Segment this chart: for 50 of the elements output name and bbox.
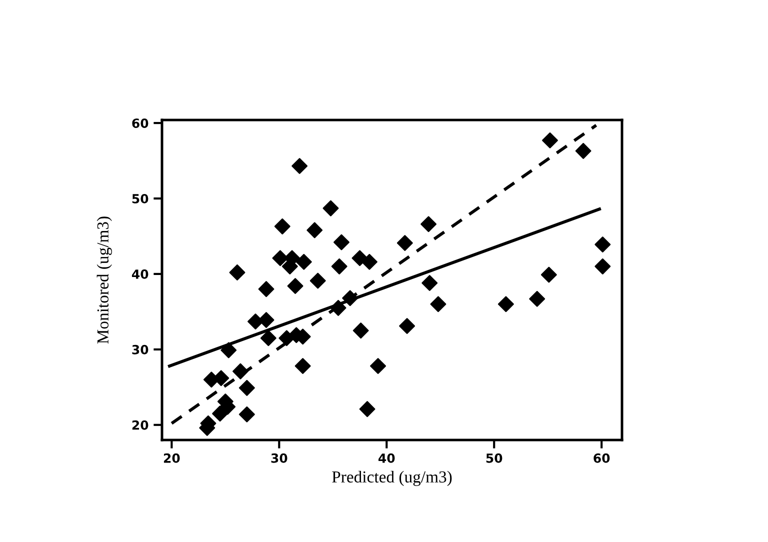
point (422, 275, 438, 291)
y-axis-title: Monitored (ug/m3) (96, 216, 112, 344)
point (420, 216, 437, 232)
point (310, 272, 326, 289)
point (430, 296, 446, 312)
point (232, 363, 248, 380)
point (594, 258, 611, 274)
point (542, 132, 558, 148)
y-tick-label: 40 (132, 269, 148, 279)
x-axis-title: Predicted (ug/m3) (332, 470, 452, 486)
point (258, 281, 274, 298)
x-tick-label: 20 (164, 453, 180, 463)
point (575, 142, 592, 159)
point (361, 254, 378, 270)
point (322, 200, 339, 216)
point (594, 236, 611, 253)
point (540, 266, 557, 283)
point (296, 254, 312, 270)
point (370, 358, 386, 374)
x-tick-label: 30 (271, 453, 288, 463)
point (334, 234, 350, 250)
point (331, 258, 348, 274)
point (238, 406, 255, 422)
point (258, 312, 274, 328)
point (292, 158, 308, 174)
point (306, 222, 323, 238)
point (342, 290, 358, 306)
point (352, 322, 369, 339)
point (498, 296, 514, 312)
y-tick-label: 20 (132, 420, 148, 430)
point (274, 218, 290, 234)
point (212, 406, 228, 422)
point (399, 318, 416, 334)
y-tick-label: 50 (132, 194, 148, 204)
point (359, 401, 376, 418)
point (229, 264, 246, 280)
point (272, 250, 288, 266)
x-tick-label: 40 (378, 453, 395, 463)
y-tick-label: 30 (132, 344, 148, 354)
point (287, 278, 304, 294)
point (529, 290, 546, 307)
point (330, 300, 346, 316)
point (238, 380, 255, 396)
point (294, 358, 311, 374)
y-tick-label: 60 (132, 118, 148, 128)
point (220, 342, 237, 358)
x-tick-label: 50 (486, 453, 502, 463)
point (396, 235, 413, 251)
point (260, 330, 276, 346)
x-tick-label: 60 (594, 453, 610, 463)
